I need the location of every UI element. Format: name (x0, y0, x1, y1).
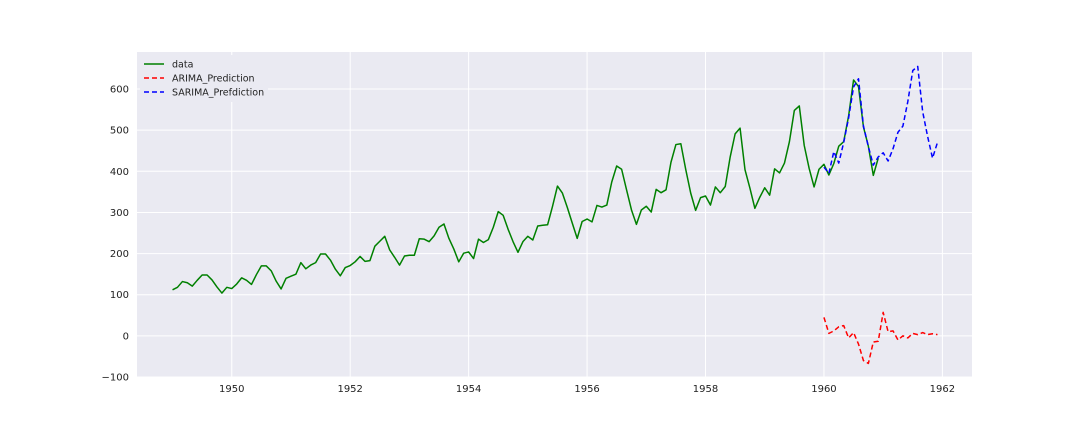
x-tick-label: 1962 (930, 384, 955, 395)
series-lines (172, 65, 939, 365)
x-tick-label: 1958 (693, 384, 718, 395)
plot-area (137, 52, 972, 377)
x-tick-label: 1956 (574, 384, 599, 395)
y-axis-tick-labels: −100 0 100 200 300 400 500 600 (102, 85, 129, 384)
x-tick-label: 1960 (811, 384, 836, 395)
y-tick-label: 0 (123, 331, 129, 342)
legend: data ARIMA_Prediction SARIMA_Prefdiction (140, 55, 268, 102)
series-line-arima-prediction (823, 311, 938, 365)
series-line-data (172, 79, 879, 294)
y-tick-label: 500 (110, 126, 129, 137)
x-axis-tick-labels: 1950 1952 1954 1956 1958 1960 1962 (219, 384, 955, 395)
y-tick-label: 400 (110, 167, 129, 178)
y-tick-label: −100 (102, 373, 129, 384)
x-tick-label: 1952 (337, 384, 362, 395)
legend-label: data (172, 60, 193, 71)
y-tick-label: 600 (110, 85, 129, 96)
y-tick-label: 200 (110, 249, 129, 260)
x-tick-label: 1954 (456, 384, 481, 395)
grid-lines (137, 52, 972, 378)
y-tick-label: 300 (110, 208, 129, 219)
series-line-sarima-prefdiction (823, 65, 939, 175)
y-tick-label: 100 (110, 290, 129, 301)
legend-label: ARIMA_Prediction (172, 74, 255, 85)
x-tick-label: 1950 (219, 384, 244, 395)
legend-label: SARIMA_Prefdiction (172, 88, 264, 99)
